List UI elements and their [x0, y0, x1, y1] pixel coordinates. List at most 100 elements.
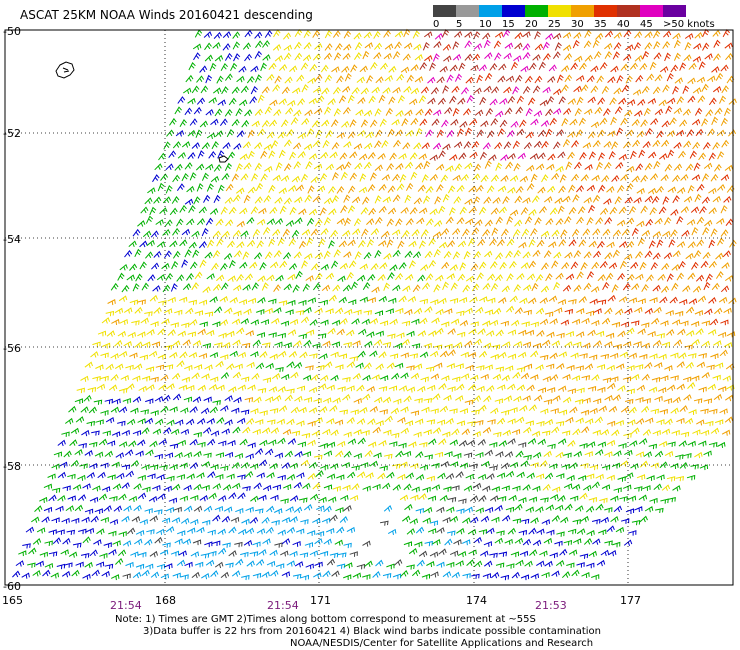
wind-barb [651, 377, 661, 383]
wind-barb [715, 271, 724, 279]
wind-barb [215, 130, 224, 138]
wind-barb [347, 185, 356, 194]
wind-barb [165, 185, 173, 194]
wind-barb [108, 384, 118, 391]
wind-barb [449, 439, 458, 446]
wind-barb [126, 274, 135, 281]
wind-barb [314, 252, 323, 259]
wind-barb [362, 540, 371, 547]
wind-barb [85, 527, 95, 534]
wind-barb [217, 99, 226, 106]
wind-barb [159, 207, 168, 214]
wind-barb [498, 297, 507, 304]
wind-barb [458, 297, 468, 304]
wind-barb [375, 420, 384, 427]
wind-barb [462, 228, 470, 237]
wind-barb [366, 218, 375, 225]
wind-barb [465, 364, 474, 371]
wind-barb [116, 472, 125, 480]
wind-barb [262, 538, 271, 545]
wind-barb [446, 363, 455, 369]
wind-barb [605, 332, 615, 339]
wind-barb [347, 205, 356, 214]
wind-barb [275, 366, 284, 373]
wind-barb [332, 171, 339, 181]
wind-barb [516, 95, 525, 104]
wind-barb [389, 353, 399, 359]
wind-barb [595, 473, 604, 480]
wind-barb [207, 529, 216, 536]
wind-barb [460, 173, 469, 182]
wind-barb [604, 451, 613, 458]
wind-barb [475, 451, 484, 458]
wind-barb [164, 364, 174, 370]
wind-barb [344, 72, 352, 82]
wind-barb [515, 559, 524, 567]
wind-barb [388, 441, 398, 447]
wind-barb [705, 273, 713, 282]
wind-barb [674, 310, 684, 317]
wind-barb [189, 438, 198, 446]
legend-label: 45 [640, 19, 653, 30]
wind-barb [486, 473, 495, 480]
wind-barb [581, 426, 590, 434]
wind-barb [230, 516, 240, 523]
wind-barb [292, 540, 301, 547]
wind-barb [385, 107, 393, 116]
wind-barb [176, 360, 185, 368]
wind-barb [105, 310, 115, 317]
wind-barb [191, 282, 199, 291]
wind-barb [599, 117, 608, 126]
wind-barb [474, 109, 484, 116]
wind-barb [653, 40, 661, 50]
wind-barb [288, 262, 298, 270]
wind-barb [440, 174, 449, 183]
wind-barb [231, 407, 240, 414]
wind-barb [673, 142, 682, 149]
wind-barb [177, 151, 186, 159]
wind-barb [476, 385, 485, 392]
wind-barb [323, 216, 331, 226]
wind-barb [254, 74, 262, 83]
wind-barb [671, 282, 679, 291]
wind-barb [410, 171, 418, 180]
wind-barb [402, 53, 411, 61]
wind-barb [424, 540, 433, 547]
wind-barb [224, 162, 232, 172]
wind-barb [707, 383, 716, 391]
wind-barb [326, 473, 336, 480]
wind-barb [444, 451, 453, 457]
wind-barb [656, 239, 664, 248]
wind-barb [311, 263, 320, 271]
wind-barb [638, 149, 646, 158]
wind-barb [266, 274, 275, 282]
wind-barb [495, 216, 503, 225]
wind-barb [105, 417, 115, 424]
wind-barb [404, 503, 413, 511]
wind-barb [429, 208, 438, 215]
wind-barb [204, 364, 213, 371]
wind-barb [503, 86, 512, 94]
wind-barb [684, 417, 694, 425]
wind-barb [647, 97, 657, 105]
wind-barb [392, 173, 400, 182]
wind-barb [490, 571, 500, 579]
wind-barb [422, 282, 431, 290]
wind-barb [562, 138, 571, 148]
wind-barb [593, 308, 602, 315]
wind-barb [591, 574, 600, 580]
wind-barb [663, 252, 673, 259]
wind-barb [284, 139, 292, 147]
wind-barb [378, 440, 387, 447]
wind-barb [318, 406, 328, 413]
wind-barb [377, 152, 386, 160]
wind-barb [212, 514, 221, 522]
wind-barb [394, 30, 404, 38]
wind-barb [546, 529, 555, 536]
wind-barb [240, 230, 249, 237]
wind-barb [572, 194, 580, 203]
wind-barb [471, 227, 480, 235]
wind-barb [459, 120, 468, 128]
wind-barb [512, 228, 521, 237]
wind-barb [298, 208, 307, 215]
